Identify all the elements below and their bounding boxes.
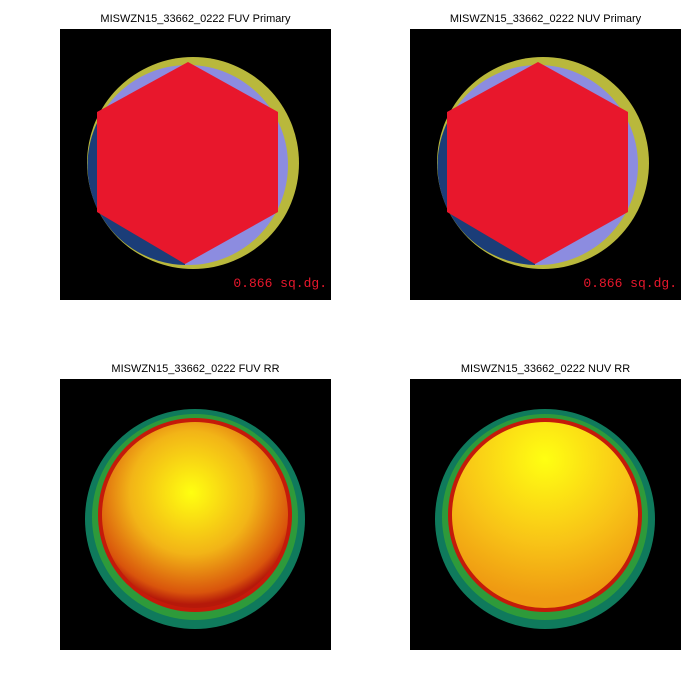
detector-response <box>452 422 638 608</box>
panel-title: MISWZN15_33662_0222 NUV RR <box>461 363 630 375</box>
area-label: 0.866 sq.dg. <box>233 276 327 291</box>
field-hexagon <box>447 62 628 264</box>
panel: MISWZN15_33662_0222 NUV Primary 0.866 sq.… <box>410 13 681 300</box>
area-label: 0.866 sq.dg. <box>583 276 677 291</box>
detector-response <box>102 422 288 608</box>
panel-title: MISWZN15_33662_0222 NUV Primary <box>450 13 642 25</box>
panel: MISWZN15_33662_0222 FUV RR <box>60 363 331 650</box>
field-hexagon <box>97 62 278 264</box>
panel-title: MISWZN15_33662_0222 FUV RR <box>111 363 279 375</box>
panel: MISWZN15_33662_0222 NUV RR <box>410 363 681 650</box>
panel-title: MISWZN15_33662_0222 FUV Primary <box>100 13 291 25</box>
panel: MISWZN15_33662_0222 FUV Primary 0.866 sq.… <box>60 13 331 300</box>
